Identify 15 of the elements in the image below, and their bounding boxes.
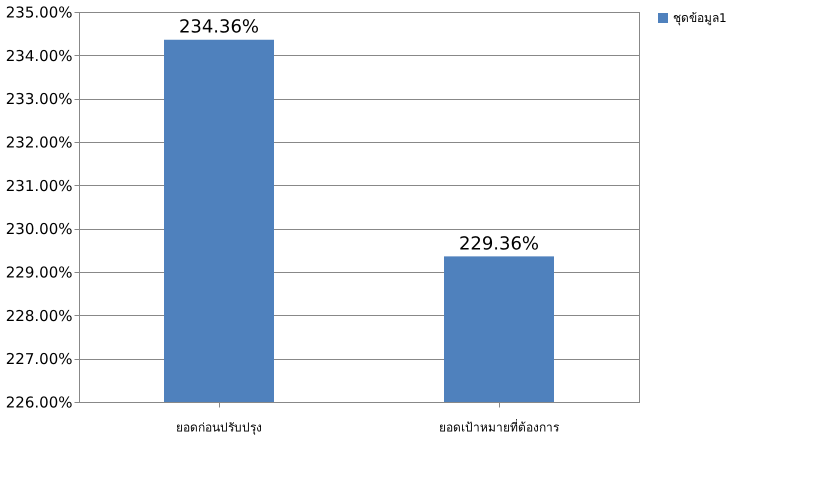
y-tick-label: 235.00% [6,4,72,22]
x-tick-label: ยอดก่อนปรับปรุง [176,420,262,436]
y-tick-label: 233.00% [6,90,72,108]
legend-label: ชุดข้อมูล1 [673,11,727,26]
y-tick-label: 231.00% [6,176,72,195]
y-tick-label: 228.00% [6,306,72,325]
y-tick-label: 229.00% [6,264,72,282]
data-label: 229.36% [458,233,540,254]
x-tick-label: ยอดเป้าหมายที่ต้องการ [439,418,560,434]
data-label: 234.36% [178,16,260,38]
y-tick-label: 232.00% [6,134,72,152]
y-tick-label: 226.00% [6,394,72,412]
y-tick-label: 234.00% [6,46,72,65]
y-tick-label: 227.00% [6,350,72,368]
y-tick-label: 230.00% [6,220,72,238]
